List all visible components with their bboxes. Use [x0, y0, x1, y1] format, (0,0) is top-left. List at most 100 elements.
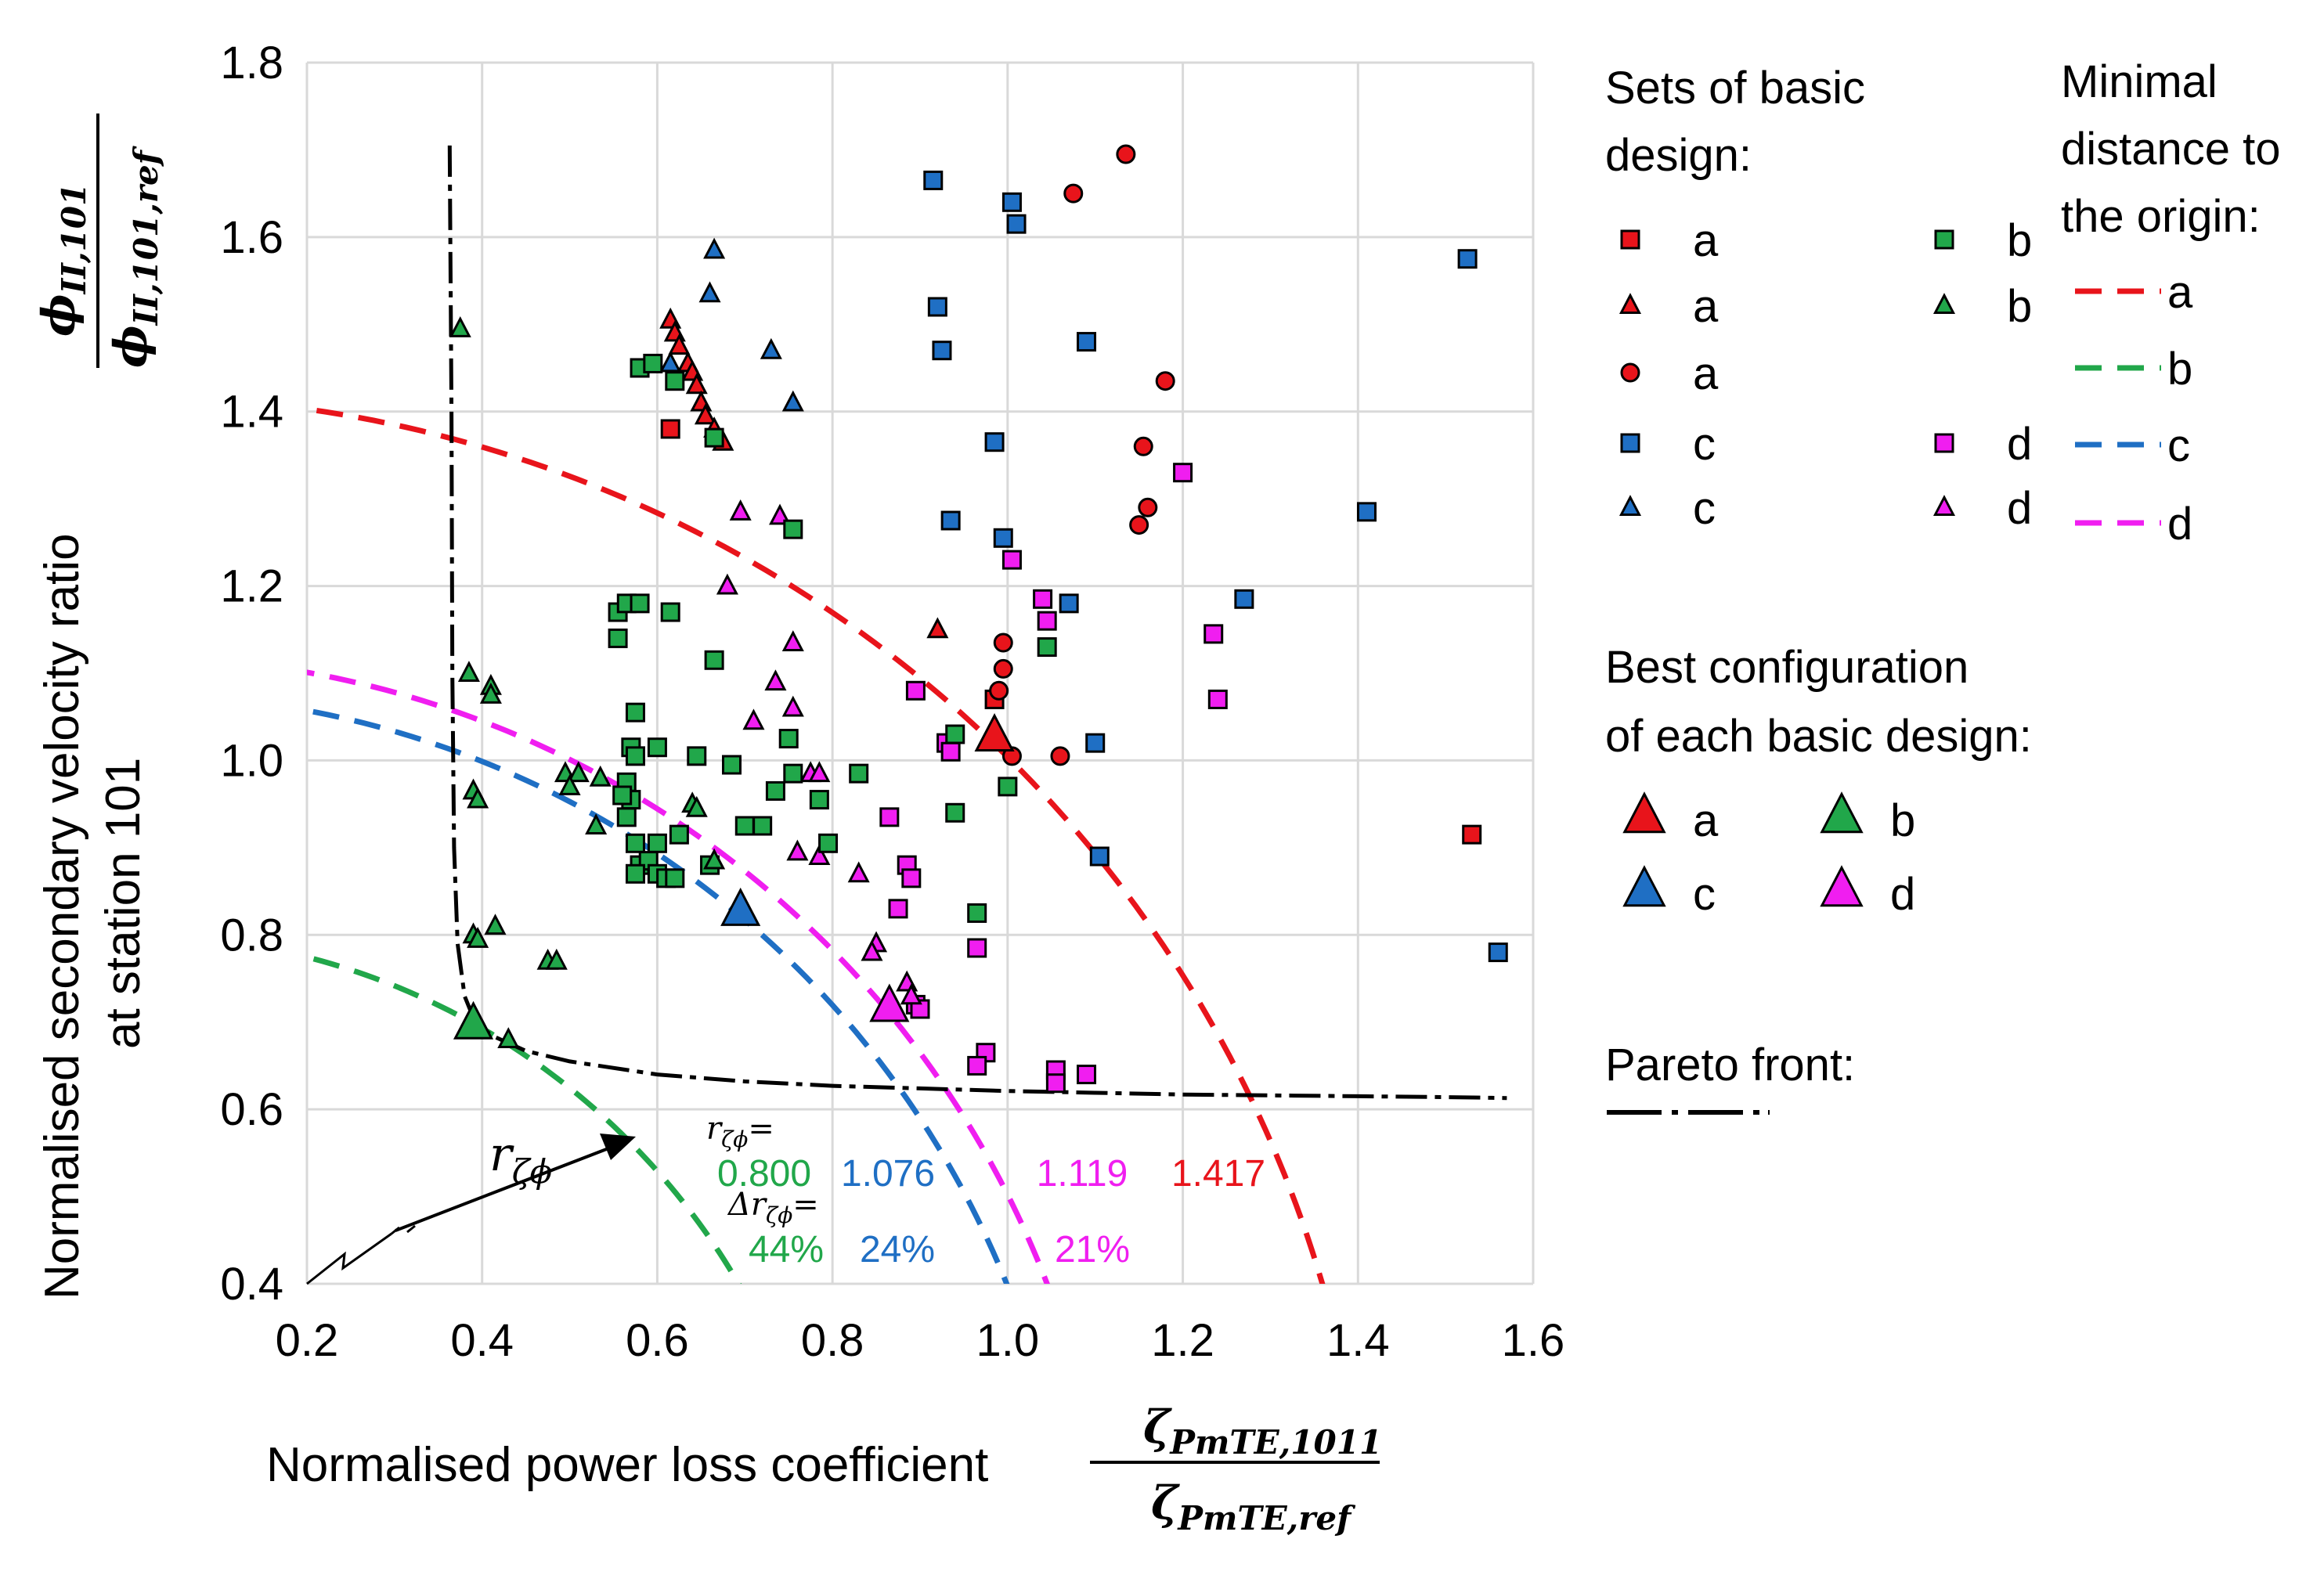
point-d-square: [1077, 1065, 1097, 1085]
legend-label-a: a: [1693, 215, 1719, 266]
point-b-triangle: [585, 813, 608, 834]
point-d-triangle: [847, 861, 870, 883]
delta-value-d: 21%: [1055, 1229, 1130, 1270]
axis-break-line: [306, 1232, 392, 1285]
point-d-triangle: [742, 708, 765, 730]
x-tick-label: 0.8: [801, 1315, 864, 1366]
point-a-circle: [989, 680, 1009, 701]
legend-mark-a-triangle: [1618, 293, 1642, 314]
point-d-triangle: [861, 939, 883, 961]
point-c-square: [993, 528, 1013, 548]
point-b-square: [616, 807, 637, 827]
legend-line-label-b: b: [2167, 344, 2192, 395]
point-c-triangle: [659, 351, 682, 373]
point-b-square: [809, 790, 829, 810]
delta-value-c: 24%: [860, 1229, 935, 1270]
y-tick-label: 1.6: [220, 212, 283, 263]
point-b-square: [967, 903, 987, 923]
point-b-square: [783, 763, 803, 784]
legend-label-d: d: [2007, 419, 2032, 470]
r-label: rζϕ: [489, 1127, 552, 1191]
point-b-triangle: [589, 765, 612, 787]
point-b-square: [625, 863, 645, 884]
point-b-square: [612, 785, 633, 806]
point-a-circle: [1116, 144, 1136, 164]
point-c-triangle: [760, 337, 782, 359]
point-c-square: [1089, 846, 1110, 867]
point-b-square: [783, 519, 803, 539]
point-d-square: [1204, 624, 1224, 644]
point-d-square: [1173, 463, 1193, 483]
x-tick-label: 1.2: [1151, 1315, 1214, 1366]
point-c-square: [1457, 249, 1478, 269]
point-a-circle: [993, 633, 1013, 653]
x-axis-label: Normalised power loss coefficient: [266, 1438, 988, 1492]
point-a-triangle: [685, 373, 708, 395]
legend-distance-title-3: the origin:: [2061, 191, 2261, 242]
delta-equals-label: Δrζϕ=: [727, 1187, 819, 1228]
point-b-square: [643, 353, 663, 373]
point-a-circle: [1133, 436, 1153, 456]
r-value-b: 0.800: [717, 1153, 811, 1195]
x-tick-label: 1.6: [1502, 1315, 1565, 1366]
point-c-square: [1059, 593, 1079, 614]
point-d-triangle: [900, 983, 922, 1005]
point-b-square: [998, 777, 1018, 797]
x-tick-label: 1.4: [1326, 1315, 1390, 1366]
annotations: rζϕ rζϕ= Δrζϕ=0.800 1.076 1.119 1.417 44% 24% 21…: [306, 1111, 1265, 1285]
legend-pareto-title: Pareto front:: [1605, 1040, 1855, 1090]
point-b-square: [665, 868, 685, 888]
point-b-square: [625, 833, 645, 853]
point-a-triangle: [694, 403, 716, 425]
legend-mark-b-triangle: [1932, 293, 1956, 314]
point-b-triangle: [484, 914, 507, 935]
legend-mark-d-square: [1934, 433, 1954, 453]
legend-label-b: b: [2007, 281, 2032, 332]
r-value-c: 1.076: [841, 1153, 935, 1195]
point-b-square: [669, 824, 689, 845]
r-value-d: 1.119: [1037, 1153, 1128, 1195]
point-c-square: [1356, 502, 1377, 522]
best-config-a: [974, 713, 1015, 752]
point-b-square: [630, 593, 650, 614]
point-b-square: [765, 780, 785, 801]
point-a-circle: [1155, 371, 1175, 391]
point-c-square: [923, 170, 944, 190]
r-arrow-line: [395, 1143, 619, 1232]
legend-label-c: c: [1693, 483, 1716, 534]
point-d-square: [1045, 1073, 1066, 1094]
delta-value-b: 44%: [749, 1229, 824, 1270]
point-b-triangle: [449, 315, 471, 337]
point-d-triangle: [808, 844, 831, 865]
point-c-square: [1006, 214, 1027, 234]
point-b-triangle: [703, 848, 726, 870]
point-b-square: [818, 833, 839, 853]
point-d-square: [901, 868, 922, 888]
legend: Sets of basic design: Minimal distance t…: [1605, 56, 2281, 1115]
legend-mark-c-triangle: [1618, 495, 1642, 516]
point-b-square: [849, 763, 869, 784]
point-c-square: [1001, 192, 1022, 212]
r-equals-label: rζϕ=: [706, 1111, 774, 1152]
distance-curve-d: [307, 669, 1050, 1284]
legend-mark-a-square: [1620, 229, 1640, 250]
point-b-square: [734, 816, 755, 836]
best-config-c: [720, 887, 761, 926]
point-b-square: [665, 371, 685, 391]
point-b-square: [722, 755, 742, 775]
point-d-square: [879, 807, 900, 827]
axes: 0.2 0.4 0.6 0.8 1.0 1.2 1.4 1.60.40.60.81.01.21…: [220, 38, 1564, 1366]
data-points: [449, 144, 1508, 1094]
legend-mark-a-circle: [1620, 362, 1640, 383]
point-a-square: [660, 419, 680, 439]
point-c-square: [940, 510, 961, 531]
point-d-triangle: [786, 839, 809, 861]
legend-label-b: b: [2007, 215, 2032, 266]
point-d-triangle: [716, 573, 738, 595]
legend-mark-c-square: [1620, 433, 1640, 453]
point-c-triangle: [703, 237, 726, 259]
point-b-triangle: [545, 948, 568, 970]
legend-best-title-1: Best configuration: [1605, 642, 1969, 693]
